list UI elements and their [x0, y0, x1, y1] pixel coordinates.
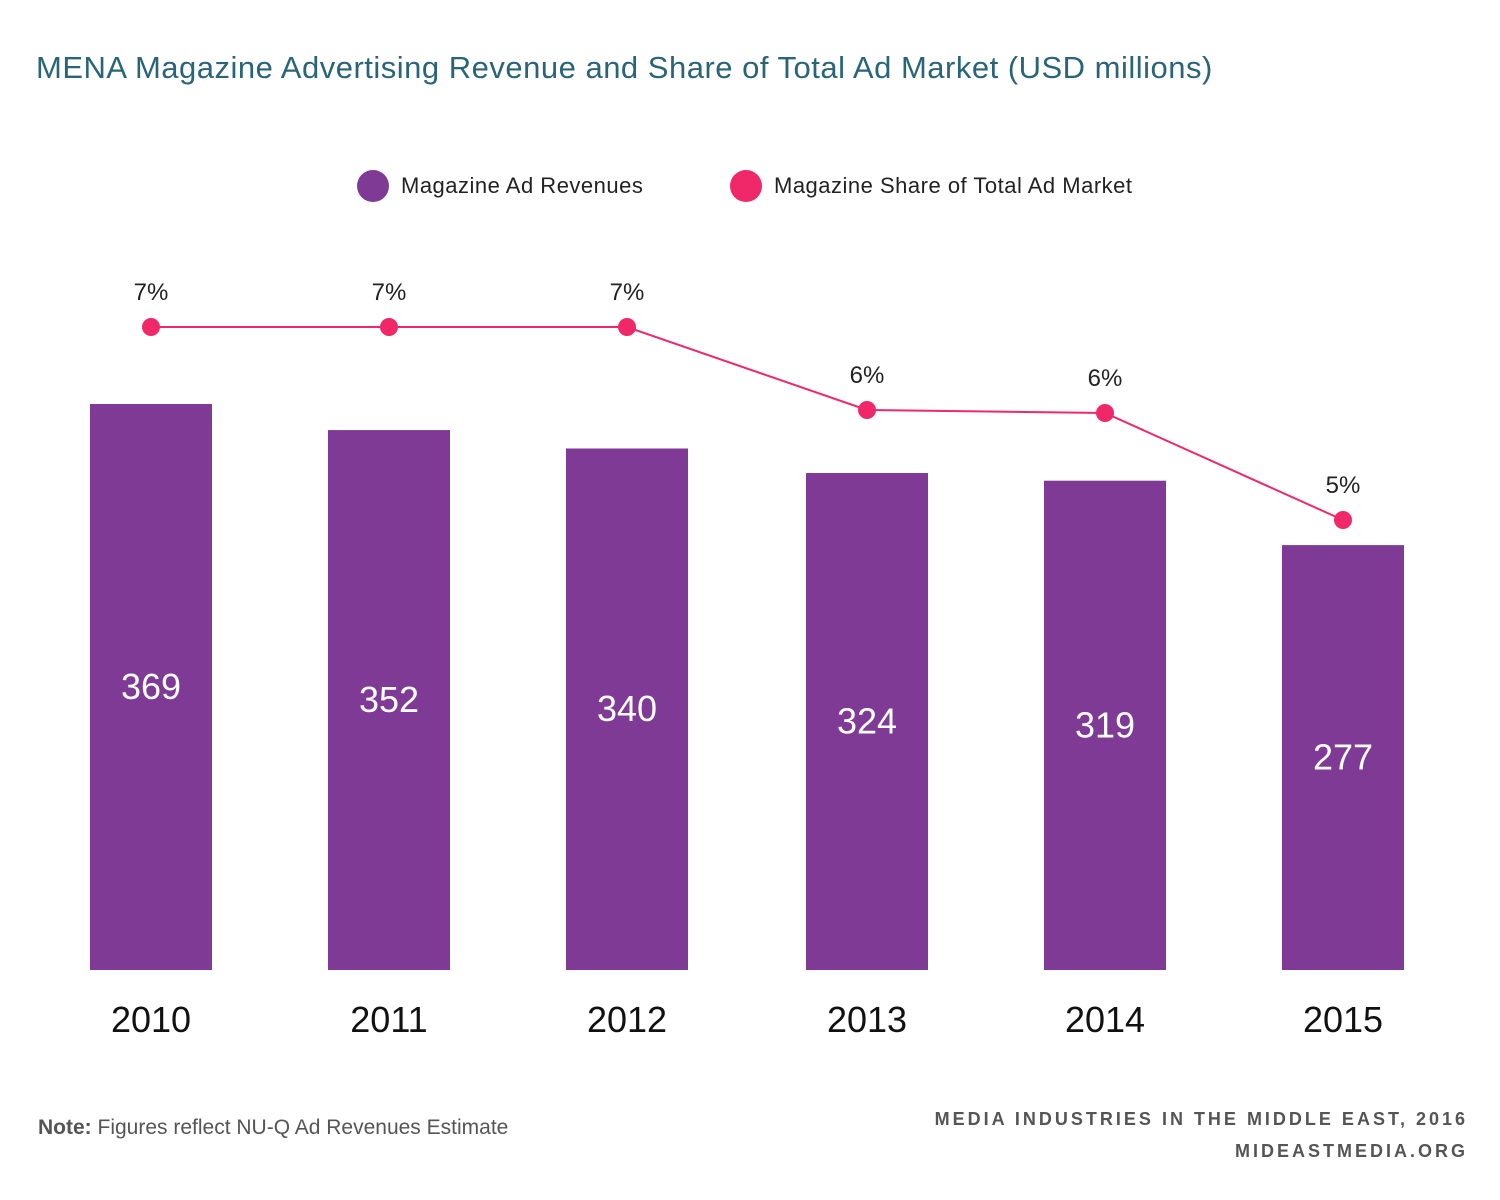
source-line-2: MIDEASTMEDIA.ORG — [1234, 1141, 1468, 1161]
bar-2010 — [90, 404, 212, 970]
legend-item-share: Magazine Share of Total Ad Market — [730, 170, 1133, 202]
share-label-2012: 7% — [610, 279, 645, 306]
bar-label-2015: 277 — [1313, 737, 1373, 778]
share-label-2013: 6% — [850, 362, 885, 389]
share-point-2011 — [380, 318, 398, 336]
x-tick-2011: 2011 — [350, 999, 427, 1040]
share-point-2012 — [618, 318, 636, 336]
x-tick-2010: 2010 — [111, 999, 191, 1040]
bar-2015 — [1282, 545, 1404, 970]
bar-label-2011: 352 — [359, 679, 419, 720]
bar-2012 — [566, 448, 688, 970]
share-label-2010: 7% — [134, 279, 169, 306]
legend-swatch-share — [730, 170, 762, 202]
note-label: Note: — [38, 1116, 92, 1139]
x-tick-2012: 2012 — [587, 999, 667, 1040]
bar-label-2013: 324 — [837, 701, 897, 742]
source-line-1: MEDIA INDUSTRIES IN THE MIDDLE EAST, 201… — [934, 1109, 1468, 1129]
share-label-2011: 7% — [372, 279, 407, 306]
footnote: Note: Figures reflect NU-Q Ad Revenues E… — [38, 1116, 508, 1140]
share-line — [151, 326, 1344, 521]
share-label-2015: 5% — [1326, 472, 1361, 499]
combo-chart: 369 352 340 324 319 277 2010 2011 2012 2013 2014 20… — [90, 279, 1404, 1040]
x-tick-2014: 2014 — [1065, 999, 1145, 1040]
bar-label-2012: 340 — [597, 688, 657, 729]
legend-item-revenues: Magazine Ad Revenues — [357, 170, 643, 202]
share-point-2015 — [1334, 511, 1352, 529]
source-credit: MEDIA INDUSTRIES IN THE MIDDLE EAST, 201… — [935, 1103, 1468, 1167]
x-tick-2015: 2015 — [1303, 999, 1383, 1040]
bar-2013 — [806, 473, 928, 970]
bar-label-2014: 319 — [1075, 704, 1135, 745]
bar-2011 — [328, 430, 450, 970]
chart-title: MENA Magazine Advertising Revenue and Sh… — [36, 50, 1213, 85]
x-tick-2013: 2013 — [827, 999, 907, 1040]
legend-label-share: Magazine Share of Total Ad Market — [774, 173, 1133, 198]
legend: Magazine Ad Revenues Magazine Share of T… — [0, 170, 1500, 210]
legend-swatch-revenues — [357, 170, 389, 202]
note-text: Figures reflect NU-Q Ad Revenues Estimat… — [91, 1116, 509, 1139]
bar-label-2010: 369 — [121, 666, 181, 707]
share-point-2014 — [1096, 404, 1114, 422]
share-label-2014: 6% — [1088, 365, 1123, 392]
share-point-2010 — [142, 318, 160, 336]
bar-2014 — [1044, 480, 1166, 970]
share-point-2013 — [858, 401, 876, 419]
legend-label-revenues: Magazine Ad Revenues — [401, 173, 644, 198]
